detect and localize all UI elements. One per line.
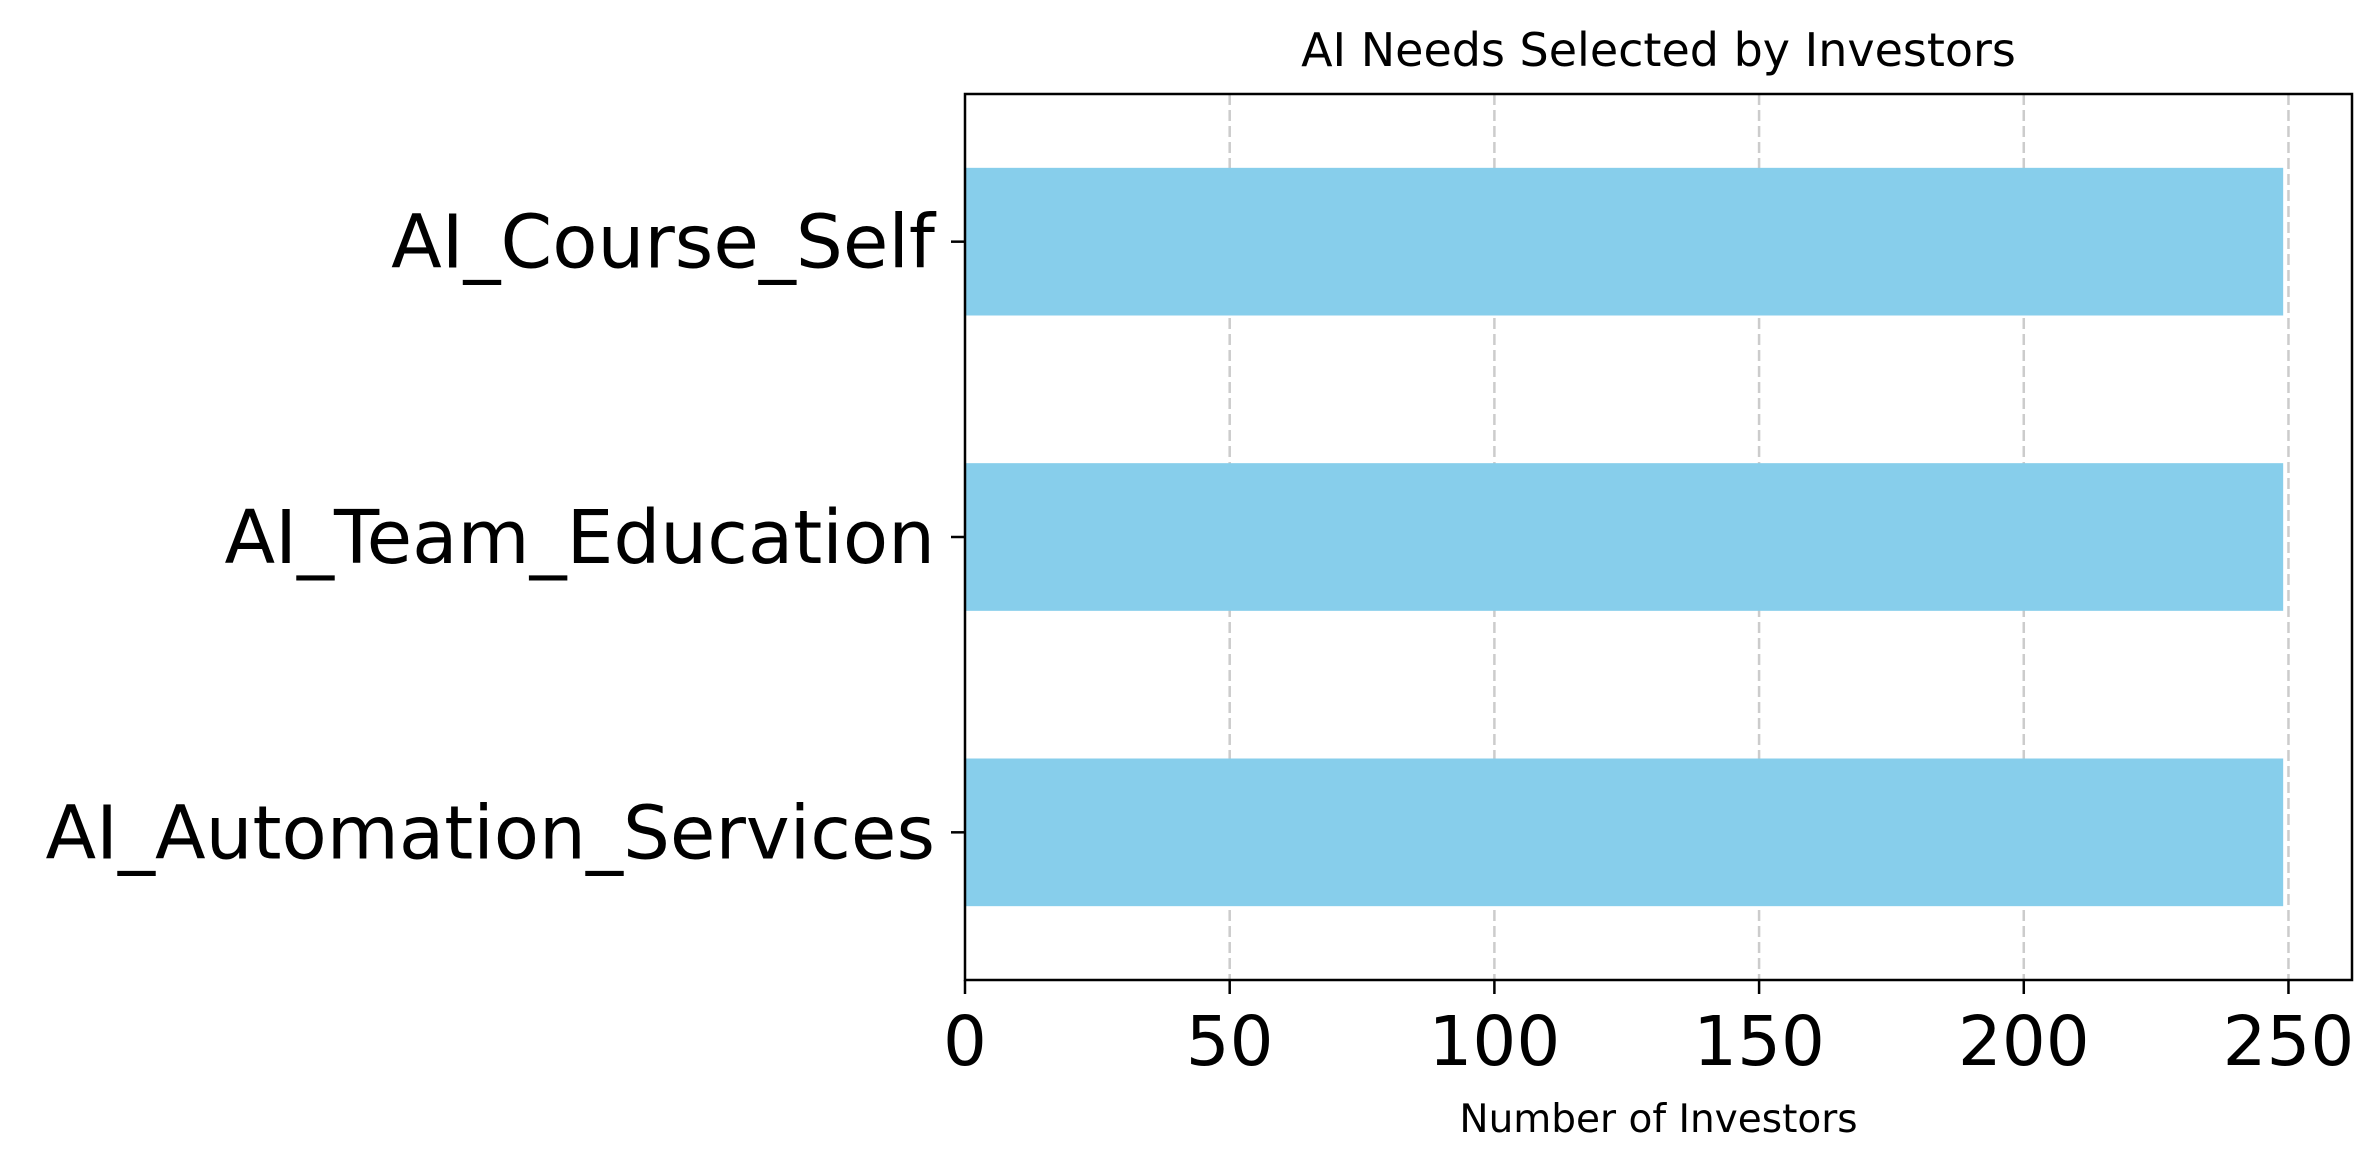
x-tick-label: 250 [2223,1002,2355,1082]
x-tick-label: 50 [1186,1002,1274,1082]
y-tick-label: AI_Course_Self [391,200,937,286]
x-tick-label: 100 [1429,1002,1561,1082]
bars [965,167,2284,907]
x-tick-label: 150 [1693,1002,1825,1082]
bar [965,758,2284,907]
x-tick-label: 0 [943,1002,987,1082]
bar [965,167,2284,316]
x-axis-ticks: 0 50 100 150 200 250 [943,980,2354,1082]
x-tick-label: 200 [1958,1002,2090,1082]
y-tick-label: AI_Automation_Services [46,790,935,876]
y-tick-label: AI_Team_Education [225,495,935,581]
chart-title: AI Needs Selected by Investors [1301,23,2016,77]
x-axis-label: Number of Investors [1459,1097,1857,1142]
y-axis-ticks: AI_Course_Self AI_Team_Education AI_Automa… [46,200,965,876]
bar [965,463,2284,611]
